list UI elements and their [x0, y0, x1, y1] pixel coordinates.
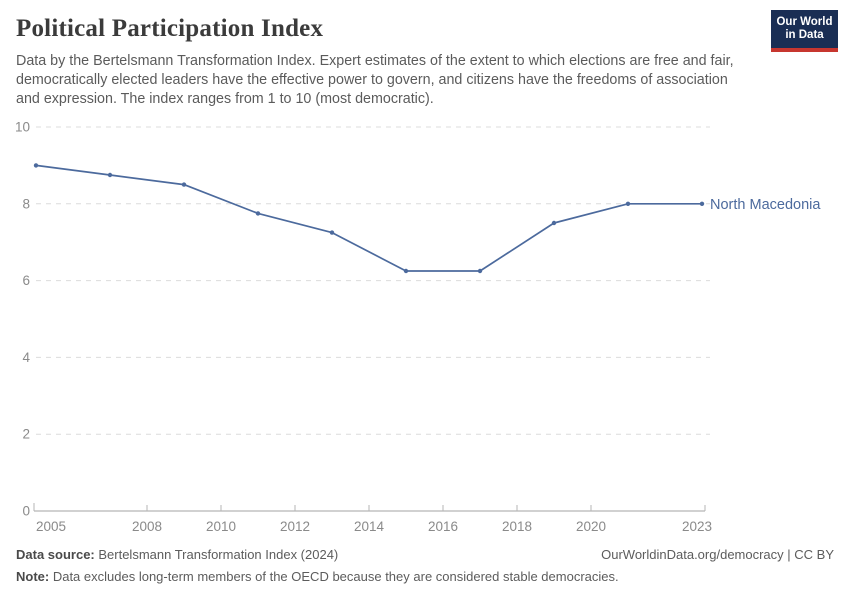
data-source-label: Data source: [16, 547, 95, 562]
x-tick-label: 2014 [354, 519, 385, 534]
y-tick-label: 4 [22, 350, 30, 365]
data-point-marker[interactable] [551, 220, 557, 226]
data-point-marker[interactable] [625, 201, 631, 206]
chart-subtitle: Data by the Bertelsmann Transformation I… [16, 53, 734, 107]
x-tick-label: 2010 [206, 519, 236, 534]
x-tick-label: 2012 [280, 519, 310, 534]
x-tick-label: 2023 [682, 519, 712, 534]
data-source-text: Bertelsmann Transformation Index (2024) [94, 547, 339, 562]
chart-header: Political Participation Index Data by th… [16, 15, 756, 109]
note-label: Note: [16, 569, 50, 584]
chart-canvas: 0 2 4 6 8 10 2005 2008 2010 2012 2014 2016 2018 2020 2… [15, 120, 821, 535]
data-point-marker[interactable] [255, 211, 261, 216]
data-point-marker[interactable] [329, 230, 335, 235]
data-point-marker[interactable] [107, 172, 113, 178]
y-tick-label: 2 [22, 427, 30, 442]
note-text: Data excludes long-term members of the O… [49, 569, 619, 584]
y-tick-label: 8 [22, 196, 30, 211]
attribution-link[interactable]: OurWorldinData.org/democracy | CC BY [601, 547, 834, 562]
data-point-marker[interactable] [699, 201, 705, 206]
y-tick-label: 0 [22, 504, 30, 519]
x-tick-label: 2016 [428, 519, 458, 534]
x-tick-label: 2008 [132, 519, 162, 534]
chart-note: Note: Data excludes long-term members of… [16, 569, 834, 584]
x-tick-label: 2018 [502, 519, 532, 534]
line-chart: 0 2 4 6 8 10 2005 2008 2010 2012 2014 2016 2018 2020 2… [0, 118, 850, 538]
series-line[interactable] [35, 164, 702, 272]
y-tick-label: 6 [22, 273, 30, 288]
chart-footer: Data source: Bertelsmann Transformation … [16, 547, 834, 584]
owid-logo-line1: Our World [776, 16, 833, 28]
data-point-marker[interactable] [403, 268, 409, 274]
series-end-label[interactable]: North Macedonia [710, 197, 821, 213]
data-point-marker[interactable] [33, 163, 39, 168]
data-point-marker[interactable] [477, 268, 483, 274]
y-tick-label: 10 [15, 120, 30, 135]
owid-logo-line2: in Data [785, 29, 824, 41]
x-tick-label: 2005 [36, 519, 66, 534]
x-tick-label: 2020 [576, 519, 606, 534]
owid-logo[interactable]: Our World in Data [771, 10, 838, 52]
data-point-marker[interactable] [181, 182, 187, 187]
page-title: Political Participation Index [16, 15, 324, 42]
data-source: Data source: Bertelsmann Transformation … [16, 547, 338, 562]
